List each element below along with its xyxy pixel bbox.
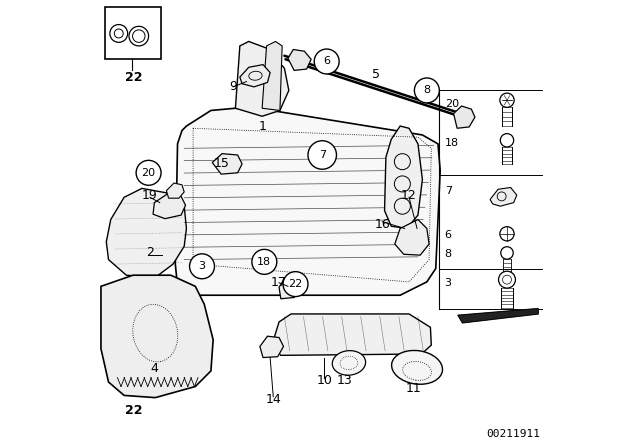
Circle shape: [499, 271, 515, 288]
Circle shape: [500, 134, 514, 147]
Text: 6: 6: [323, 56, 330, 66]
Polygon shape: [166, 183, 184, 198]
Polygon shape: [212, 154, 242, 174]
Text: 14: 14: [266, 393, 281, 406]
Polygon shape: [272, 314, 431, 355]
Polygon shape: [153, 194, 186, 219]
Text: 3: 3: [445, 278, 452, 288]
Text: 18: 18: [257, 257, 271, 267]
Circle shape: [136, 160, 161, 185]
Circle shape: [500, 227, 514, 241]
Polygon shape: [458, 309, 538, 323]
Text: 10: 10: [317, 374, 332, 387]
Circle shape: [189, 254, 214, 279]
Text: 00211911: 00211911: [486, 429, 540, 439]
Text: 6: 6: [445, 230, 452, 240]
Text: 16: 16: [374, 217, 390, 231]
Text: 11: 11: [406, 382, 421, 395]
Polygon shape: [490, 188, 516, 206]
Polygon shape: [262, 42, 282, 111]
Polygon shape: [395, 220, 429, 255]
Text: 13: 13: [337, 374, 353, 387]
Circle shape: [500, 93, 514, 108]
Text: 15: 15: [214, 157, 230, 170]
Polygon shape: [240, 65, 270, 87]
Text: 18: 18: [445, 138, 459, 148]
Text: 2: 2: [146, 246, 154, 259]
Circle shape: [500, 247, 513, 259]
Text: 1: 1: [258, 120, 266, 133]
Circle shape: [314, 49, 339, 74]
Ellipse shape: [332, 351, 365, 375]
Polygon shape: [260, 336, 284, 358]
Polygon shape: [288, 49, 311, 70]
Text: 19: 19: [142, 189, 158, 202]
Polygon shape: [279, 276, 300, 299]
Polygon shape: [101, 275, 213, 398]
Text: 8: 8: [445, 249, 452, 259]
Text: 5: 5: [372, 69, 380, 82]
Polygon shape: [454, 106, 475, 128]
Text: 7: 7: [319, 150, 326, 160]
Circle shape: [308, 141, 337, 169]
Text: 9: 9: [229, 80, 237, 93]
Text: 20: 20: [141, 168, 156, 178]
Text: 12: 12: [401, 189, 417, 202]
Text: 22: 22: [289, 279, 303, 289]
Text: 7: 7: [445, 185, 452, 196]
Polygon shape: [175, 108, 440, 295]
Polygon shape: [106, 188, 186, 277]
Circle shape: [283, 271, 308, 297]
Text: 4: 4: [150, 362, 158, 375]
Text: 22: 22: [125, 405, 143, 418]
Text: 17: 17: [271, 276, 287, 289]
Text: 8: 8: [423, 86, 431, 95]
Circle shape: [414, 78, 439, 103]
Bar: [106, 7, 161, 59]
Text: 3: 3: [198, 261, 205, 271]
Text: 20: 20: [445, 99, 459, 109]
Polygon shape: [385, 126, 422, 228]
Text: 22: 22: [125, 72, 143, 85]
Circle shape: [252, 250, 277, 274]
Polygon shape: [236, 42, 289, 116]
Ellipse shape: [392, 350, 442, 384]
